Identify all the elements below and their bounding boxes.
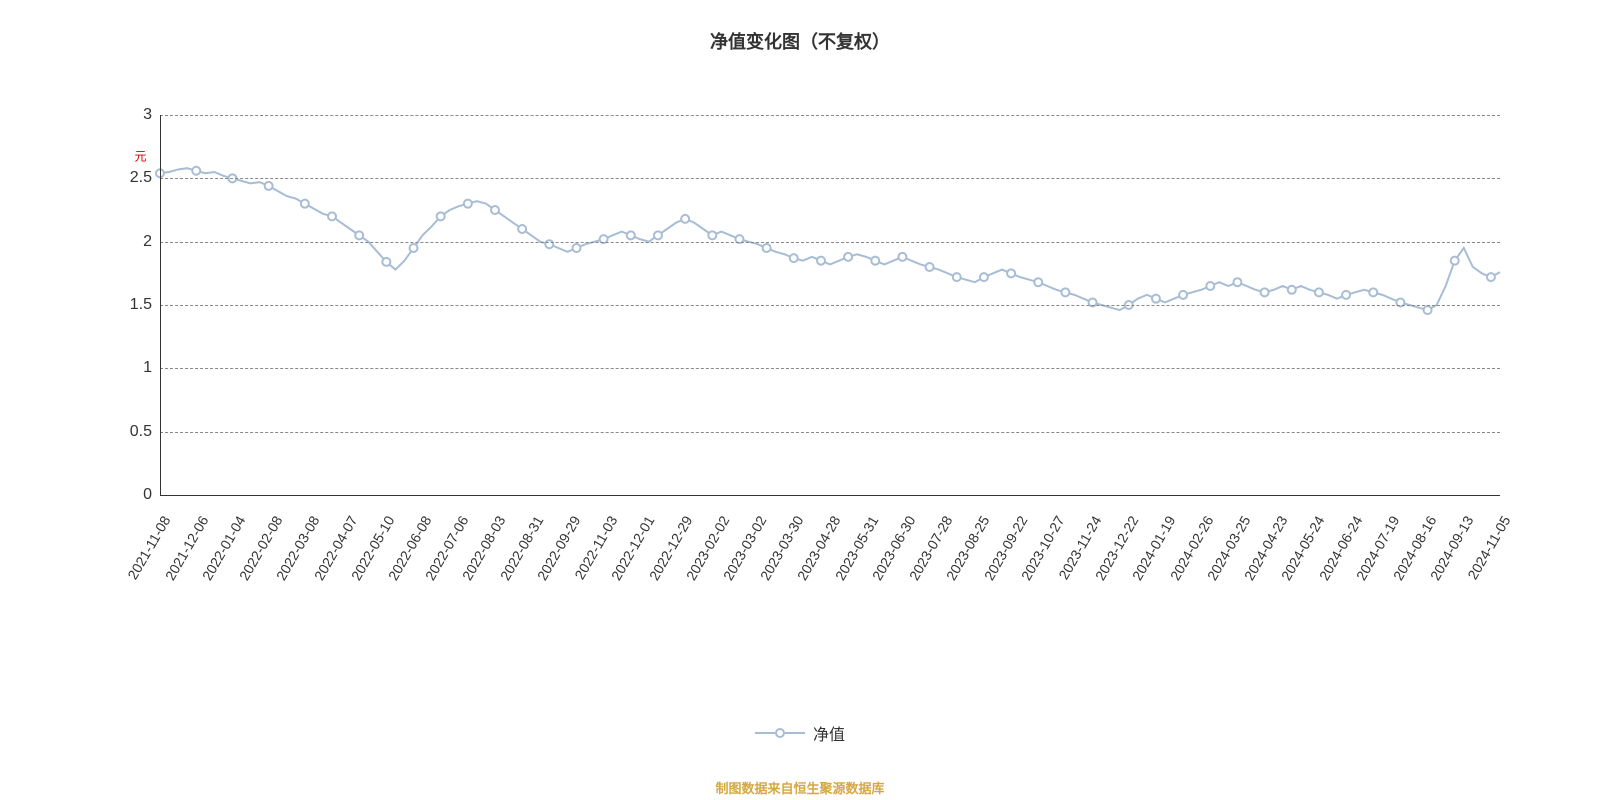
series-marker (898, 253, 906, 261)
y-tick-label: 0 (143, 486, 152, 504)
legend-line-icon (755, 732, 775, 734)
gridline (160, 432, 1500, 433)
series-marker (708, 231, 716, 239)
series-marker (1424, 306, 1432, 314)
series-marker (1061, 288, 1069, 296)
y-tick-label: 1 (143, 359, 152, 377)
series-marker (1152, 295, 1160, 303)
gridline (160, 242, 1500, 243)
gridline (160, 305, 1500, 306)
footer-attribution: 制图数据来自恒生聚源数据库 (715, 778, 884, 797)
series-marker (464, 200, 472, 208)
series-marker (1034, 278, 1042, 286)
series-marker (491, 206, 499, 214)
x-axis-line (160, 495, 1500, 496)
legend: 净值 (755, 721, 845, 745)
series-marker (654, 231, 662, 239)
series-marker (1233, 278, 1241, 286)
series-marker (953, 273, 961, 281)
series-marker (410, 244, 418, 252)
chart-title: 净值变化图（不复权） (0, 0, 1600, 54)
legend-dot-icon (775, 728, 785, 738)
gridline (160, 368, 1500, 369)
y-tick-label: 3 (143, 106, 152, 124)
series-marker (572, 244, 580, 252)
series-marker (301, 200, 309, 208)
series-marker (1007, 269, 1015, 277)
series-marker (1179, 291, 1187, 299)
series-marker (518, 225, 526, 233)
series-marker (627, 231, 635, 239)
series-marker (1261, 288, 1269, 296)
series-marker (437, 212, 445, 220)
y-tick-label: 2.5 (130, 169, 152, 187)
legend-line-icon (785, 732, 805, 734)
series-marker (926, 263, 934, 271)
series-marker (355, 231, 363, 239)
series-marker (1206, 282, 1214, 290)
legend-label: 净值 (813, 721, 845, 745)
gridline (160, 115, 1500, 116)
x-axis: 2021-11-082021-12-062022-01-042022-02-08… (160, 505, 1500, 645)
series-marker (328, 212, 336, 220)
series-marker (790, 254, 798, 262)
series-marker (192, 167, 200, 175)
series-marker (1369, 288, 1377, 296)
series-marker (844, 253, 852, 261)
y-tick-label: 2 (143, 233, 152, 251)
legend-marker (755, 728, 805, 738)
y-tick-label: 0.5 (130, 423, 152, 441)
gridline (160, 178, 1500, 179)
series-marker (265, 182, 273, 190)
series-marker (1487, 273, 1495, 281)
series-marker (382, 258, 390, 266)
y-axis-line (160, 115, 161, 495)
series-marker (1451, 257, 1459, 265)
series-marker (1288, 286, 1296, 294)
chart-container: 净值变化图（不复权） 元 00.511.522.53 2021-11-08202… (0, 0, 1600, 800)
series-marker (980, 273, 988, 281)
series-marker (763, 244, 771, 252)
y-axis: 00.511.522.53 (110, 115, 160, 495)
plot-area (160, 115, 1500, 495)
series-marker (871, 257, 879, 265)
y-tick-label: 1.5 (130, 296, 152, 314)
series-marker (1315, 288, 1323, 296)
series-marker (1342, 291, 1350, 299)
series-marker (681, 215, 689, 223)
series-marker (817, 257, 825, 265)
